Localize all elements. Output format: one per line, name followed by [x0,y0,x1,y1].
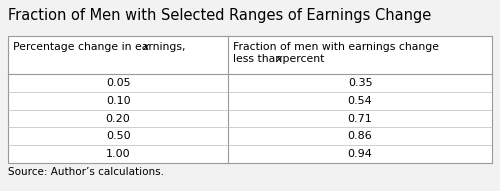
Text: Fraction of Men with Selected Ranges of Earnings Change: Fraction of Men with Selected Ranges of … [8,8,431,23]
Text: Fraction of men with earnings change: Fraction of men with earnings change [233,42,439,52]
Text: Percentage change in earnings,: Percentage change in earnings, [13,42,189,52]
Text: Source: Author’s calculations.: Source: Author’s calculations. [8,167,164,177]
Text: 0.71: 0.71 [348,113,372,124]
Text: x: x [142,42,149,52]
Text: percent: percent [279,54,324,64]
Text: 0.54: 0.54 [348,96,372,106]
Text: 0.86: 0.86 [348,131,372,141]
Text: 0.94: 0.94 [348,149,372,159]
Text: less than: less than [233,54,286,64]
Text: 0.50: 0.50 [106,131,130,141]
Text: 0.05: 0.05 [106,78,130,88]
Bar [8,36,492,163]
Text: 0.10: 0.10 [106,96,130,106]
Text: 0.20: 0.20 [106,113,130,124]
Text: 1.00: 1.00 [106,149,130,159]
Text: x: x [275,54,281,64]
Text: 0.35: 0.35 [348,78,372,88]
